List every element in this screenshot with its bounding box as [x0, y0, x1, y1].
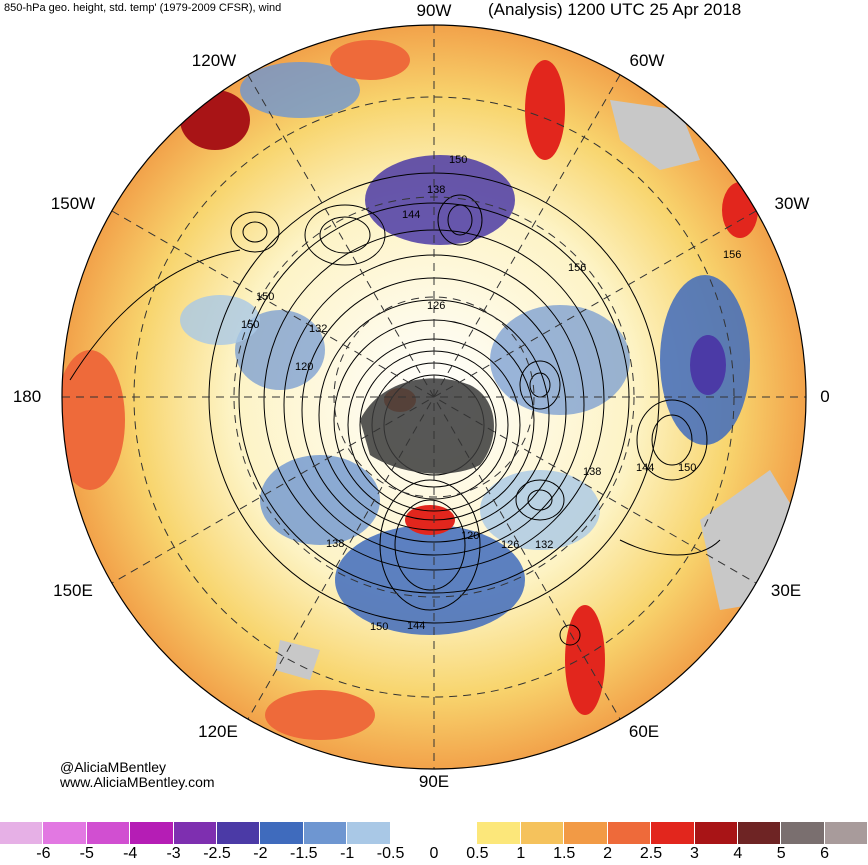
colorbar-swatch: [0, 822, 44, 844]
lon-label-top: 90W: [416, 1, 452, 20]
contour-label: 132: [309, 323, 327, 335]
lon-label-bottom-left: 120E: [198, 722, 238, 741]
contour-label: 150: [241, 319, 259, 331]
anomaly-field: [62, 25, 806, 769]
warm-anomaly: [525, 60, 565, 160]
contour-label: 120: [295, 361, 313, 373]
lon-label-lower-right: 30E: [770, 581, 802, 600]
contour-label: 144: [407, 620, 425, 632]
contour-label: 138: [427, 184, 445, 196]
contour-label: 156: [723, 249, 741, 261]
colorbar-tick-label: -1.5: [290, 845, 318, 862]
colorbar-swatch: [173, 822, 218, 844]
warm-anomaly: [722, 182, 758, 238]
colorbar-tick-label: 1: [516, 845, 526, 862]
colorbar-swatch: [607, 822, 652, 844]
contour-label: 126: [427, 300, 445, 312]
colorbar-swatch: [86, 822, 131, 844]
dense-contour-core: [360, 378, 494, 474]
contour-label: 150: [370, 621, 388, 633]
colorbar-tick-label: 6: [820, 845, 830, 862]
contour-label: 126: [501, 539, 519, 551]
contour-label: 150: [449, 154, 467, 166]
cold-anomaly: [240, 62, 360, 118]
colorbar-swatch: [347, 822, 391, 844]
colorbar-tick-label: -5: [79, 845, 94, 862]
colorbar-swatch: [781, 822, 825, 844]
cold-anomaly: [490, 305, 630, 415]
colorbar-swatch: [651, 822, 695, 844]
lon-label-right: 0: [820, 387, 830, 406]
contour-label: 144: [636, 462, 654, 474]
warm-anomaly: [565, 605, 605, 715]
colorbar-tick-label: -2.5: [203, 845, 231, 862]
colorbar-tick-label: -4: [123, 845, 138, 862]
cold-anomaly: [335, 525, 525, 635]
contour-label: 150: [678, 462, 696, 474]
header-right: (Analysis) 1200 UTC 25 Apr 2018: [488, 0, 742, 19]
colorbar-tick-label: 1.5: [553, 845, 576, 862]
warm-anomaly: [330, 40, 410, 80]
lon-label-top-right: 60W: [629, 51, 665, 70]
map-border: [61, 24, 807, 770]
colorbar-tick-label: 0.5: [466, 845, 489, 862]
contour-label: 138: [583, 466, 601, 478]
colorbar-swatch: [390, 822, 435, 844]
contour-label: 132: [535, 539, 553, 551]
colorbar-tick-label: -2: [253, 845, 268, 862]
cold-anomaly: [235, 310, 325, 390]
colorbar-tick-label: 3: [689, 845, 699, 862]
cold-anomaly: [690, 335, 726, 395]
colorbar-swatch: [260, 822, 304, 844]
land-mask: [610, 100, 700, 170]
colorbar-ticks: -6 -5 -4 -3 -2.5 -2 -1.5 -1 -0.5 0 0.5 1 1.5 2 2.5 3 4 5 6: [0, 845, 868, 865]
lon-label-left: 180: [12, 387, 42, 406]
lon-label-lower-left: 150E: [53, 581, 93, 600]
warm-anomaly: [265, 690, 375, 740]
lon-label-top-left: 120W: [191, 51, 237, 70]
colorbar-tick-label: -0.5: [376, 845, 405, 862]
colorbar-swatch: [130, 822, 174, 844]
colorbar-swatch: [824, 822, 868, 844]
credit-site: www.AliciaMBentley.com: [60, 774, 215, 790]
colorbar-swatch: [217, 822, 261, 844]
graticule: [62, 25, 806, 769]
contour-label-layer: 150 138 144 156 156 150 150 132 120 126 …: [241, 154, 741, 633]
cold-anomaly: [180, 295, 260, 345]
contour-label: 144: [402, 209, 420, 221]
colorbar-tick-label: 5: [776, 845, 786, 862]
colorbar-tick-label: 2.5: [639, 845, 663, 862]
lon-label-upper-left: 150W: [50, 194, 96, 213]
credit-handle: @AliciaMBentley: [60, 759, 167, 775]
lon-label-bottom: 90E: [418, 772, 450, 791]
warm-anomaly: [180, 90, 250, 150]
colorbar-swatch: [694, 822, 738, 844]
lon-label-bottom-right: 60E: [628, 722, 660, 741]
colorbar-tick-label: 2: [603, 845, 613, 862]
colorbar: [0, 822, 868, 844]
lon-label-upper-right: 30W: [774, 194, 810, 213]
contour-label: 150: [256, 291, 274, 303]
colorbar-tick-label: -6: [36, 845, 51, 862]
colorbar-tick-label: 0: [429, 845, 439, 862]
colorbar-tick-label: -3: [166, 845, 181, 862]
contour-label: 156: [568, 262, 586, 274]
header-left: 850-hPa geo. height, std. temp' (1979-20…: [4, 2, 282, 14]
colorbar-swatch: [477, 822, 521, 844]
colorbar-swatch: [564, 822, 608, 844]
cold-anomaly: [260, 455, 380, 545]
colorbar-swatch: [303, 822, 348, 844]
colorbar-swatch: [737, 822, 782, 844]
colorbar-swatch: [520, 822, 565, 844]
colorbar-tick-label: 4: [733, 845, 743, 862]
contour-label: 138: [326, 538, 344, 550]
warm-anomaly: [62, 350, 125, 490]
colorbar-swatch: [434, 822, 478, 844]
colorbar-tick-label: -1: [340, 845, 355, 862]
contour-label: 120: [461, 530, 479, 542]
land-mask: [275, 640, 320, 680]
colorbar-swatch: [43, 822, 87, 844]
